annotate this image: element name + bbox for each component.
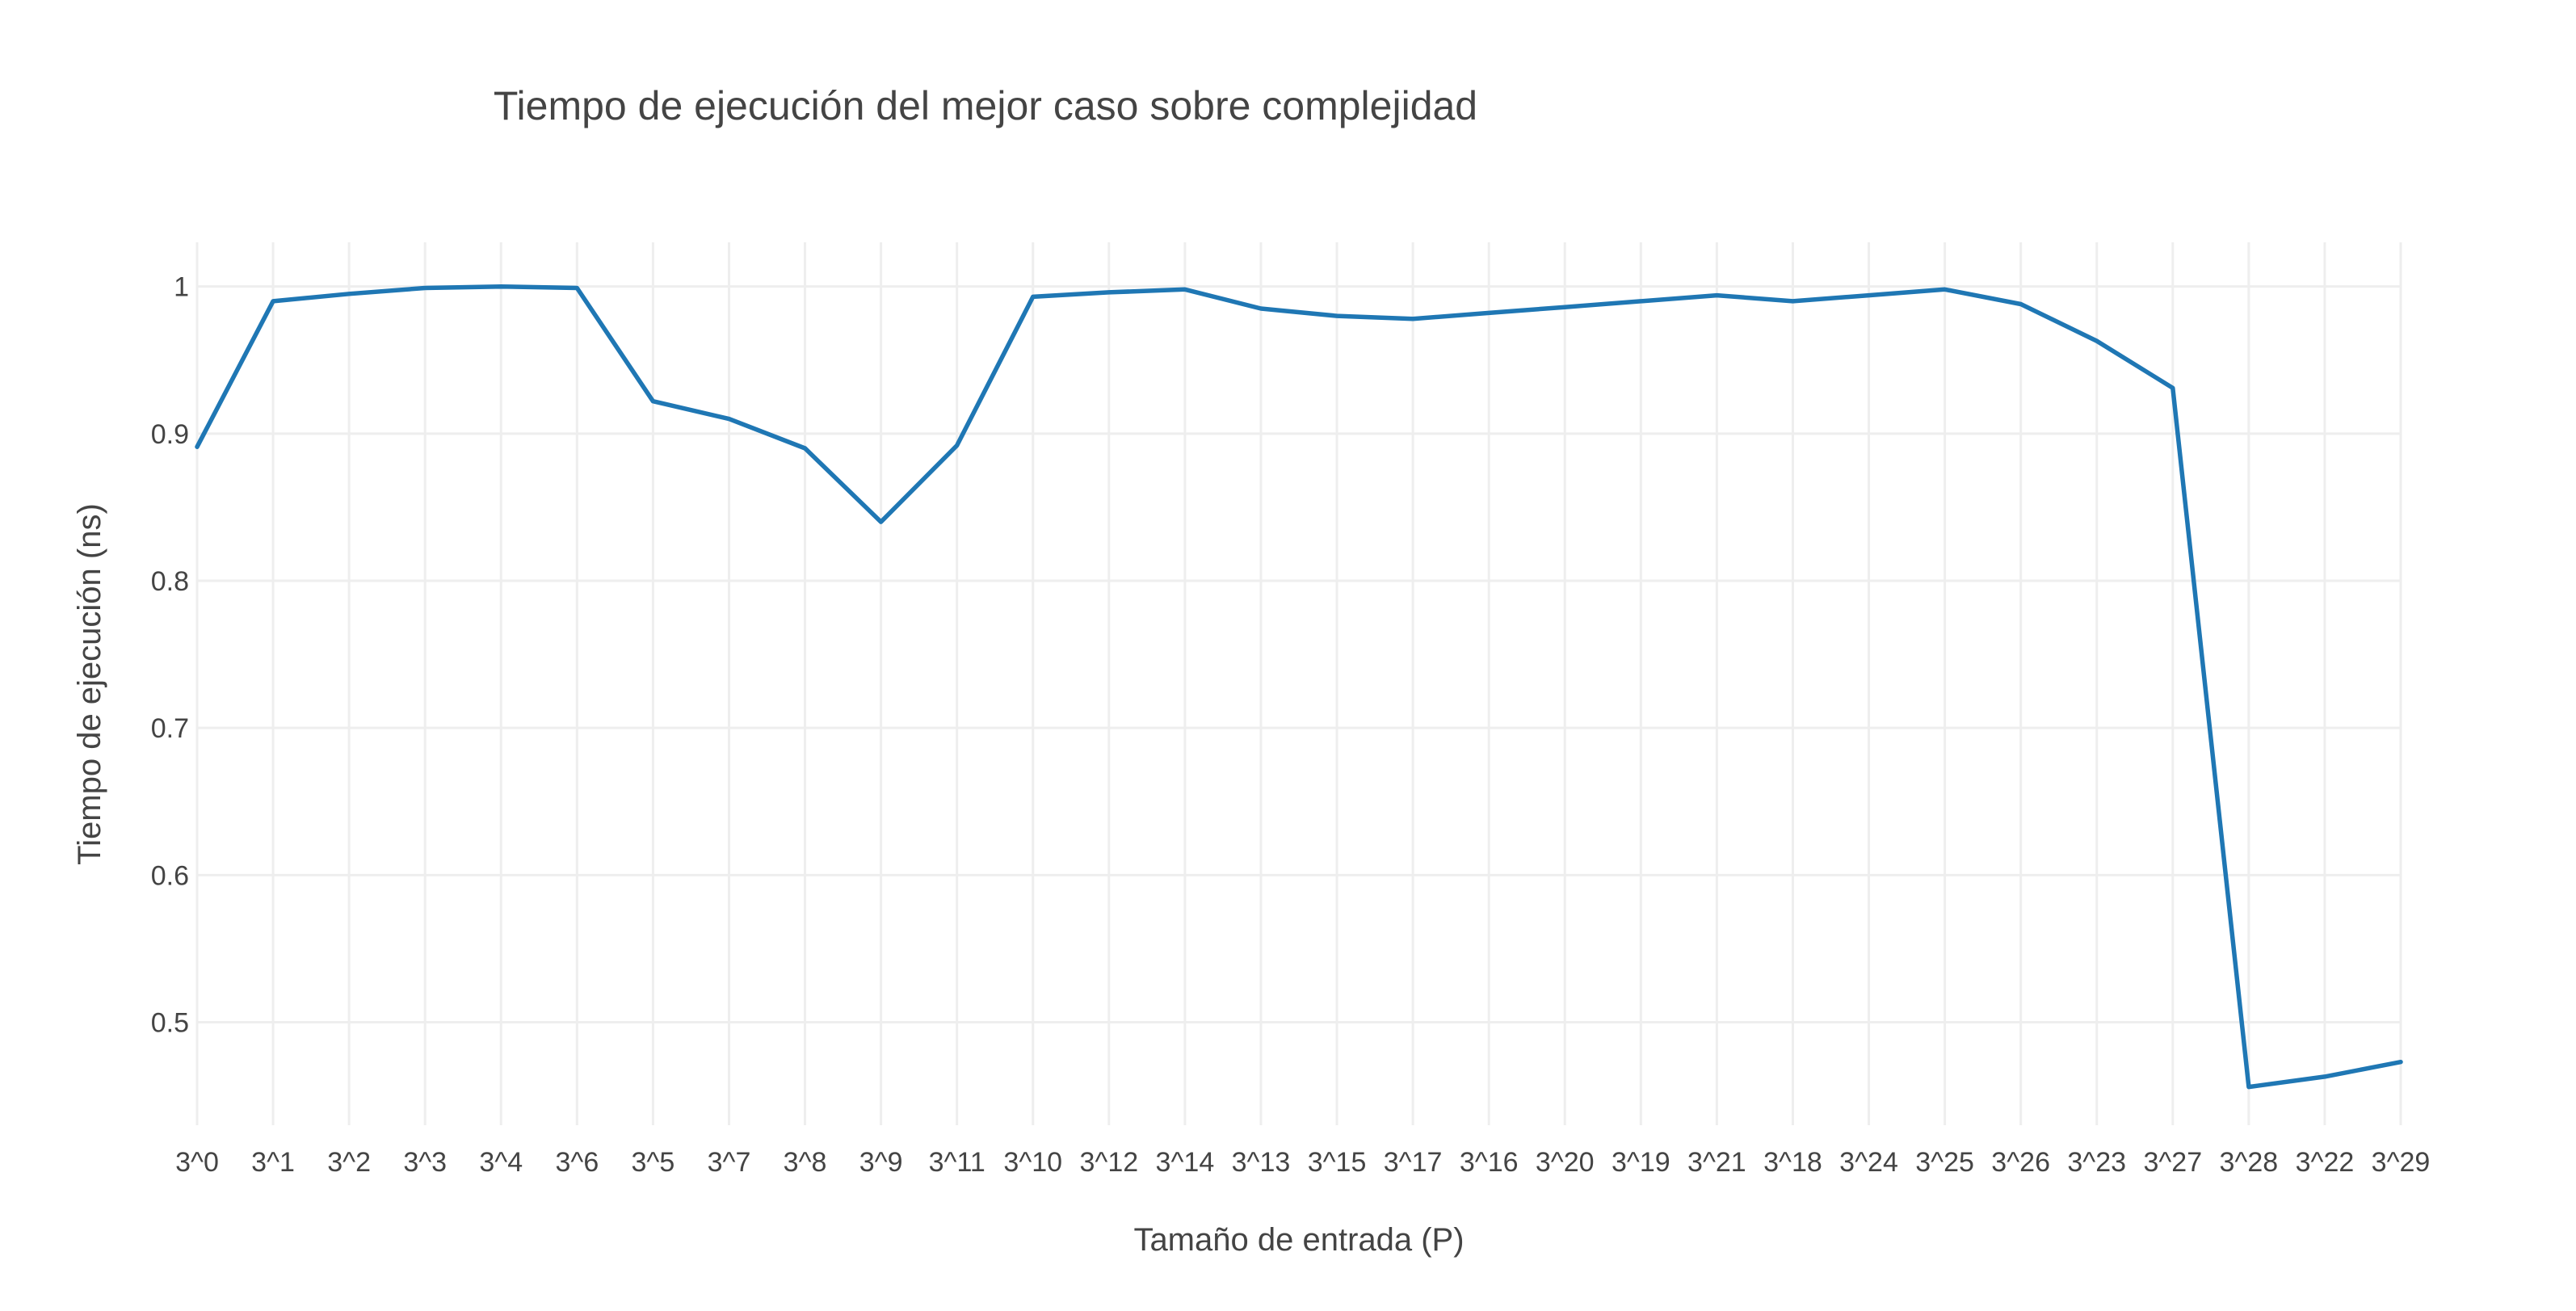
data-point	[1258, 305, 1264, 312]
x-tick-label: 3^13	[1232, 1147, 1291, 1178]
data-point	[1561, 304, 1568, 310]
data-point	[422, 284, 428, 291]
chart-title: Tiempo de ejecución del mejor caso sobre…	[494, 83, 1477, 128]
data-point	[2322, 1074, 2328, 1080]
x-tick-label: 3^9	[859, 1147, 903, 1178]
x-tick-label: 3^16	[1460, 1147, 1519, 1178]
x-tick-label: 3^24	[1839, 1147, 1898, 1178]
x-tick-label: 3^26	[1991, 1147, 2050, 1178]
x-tick-label: 3^17	[1384, 1147, 1443, 1178]
data-point	[1942, 286, 1948, 292]
x-tick-label: 3^12	[1079, 1147, 1138, 1178]
y-axis-ticks: 0.5 0.6 0.7 0.8 0.9 1	[151, 272, 189, 1039]
y-tick-label: 0.6	[151, 860, 189, 891]
y-axis-title: Tiempo de ejecución (ns)	[72, 503, 107, 865]
data-point	[1789, 298, 1796, 305]
data-point	[802, 445, 809, 452]
x-tick-label: 3^29	[2372, 1147, 2431, 1178]
data-point	[2018, 301, 2024, 308]
x-axis-ticks: 3^0 3^1 3^2 3^3 3^4 3^6 3^5 3^7 3^8 3^9 3^11 3^10 3^…	[175, 1147, 2430, 1178]
y-tick-label: 0.9	[151, 419, 189, 450]
x-tick-label: 3^18	[1763, 1147, 1822, 1178]
x-tick-label: 3^7	[708, 1147, 751, 1178]
y-tick-label: 1	[174, 272, 189, 303]
x-tick-label: 3^0	[175, 1147, 219, 1178]
data-point	[1637, 298, 1644, 305]
data-point	[954, 442, 960, 448]
x-tick-label: 3^19	[1612, 1147, 1670, 1178]
data-point	[346, 291, 352, 297]
x-tick-label: 3^22	[2296, 1147, 2355, 1178]
data-point	[2397, 1059, 2404, 1065]
x-tick-label: 3^28	[2220, 1147, 2279, 1178]
y-tick-label: 0.5	[151, 1007, 189, 1038]
x-tick-label: 3^27	[2143, 1147, 2202, 1178]
x-axis-title: Tamaño de entrada (P)	[1133, 1222, 1464, 1258]
data-point	[2170, 384, 2176, 391]
data-point	[2094, 338, 2100, 344]
data-point	[649, 398, 656, 405]
y-tick-label: 0.7	[151, 713, 189, 744]
grid-lines	[195, 242, 2402, 1125]
data-point	[1030, 293, 1036, 300]
x-tick-label: 3^2	[327, 1147, 371, 1178]
x-tick-label: 3^25	[1915, 1147, 1974, 1178]
x-tick-label: 3^5	[632, 1147, 675, 1178]
x-tick-label: 3^8	[784, 1147, 827, 1178]
data-point	[1486, 309, 1492, 316]
x-tick-label: 3^15	[1308, 1147, 1367, 1178]
x-tick-label: 3^14	[1156, 1147, 1215, 1178]
x-tick-label: 3^20	[1536, 1147, 1595, 1178]
data-point	[1713, 292, 1720, 299]
x-tick-label: 3^23	[2067, 1147, 2126, 1178]
data-point	[194, 443, 200, 450]
x-tick-label: 3^11	[929, 1147, 985, 1178]
data-points	[194, 284, 2404, 1090]
data-point	[725, 416, 732, 422]
data-point	[1410, 316, 1416, 322]
x-tick-label: 3^1	[251, 1147, 295, 1178]
data-point	[2246, 1084, 2252, 1090]
y-tick-label: 0.8	[151, 566, 189, 597]
data-point	[1106, 289, 1112, 296]
data-point	[270, 298, 276, 305]
data-point	[1334, 313, 1340, 319]
x-tick-label: 3^4	[479, 1147, 523, 1178]
data-point	[574, 284, 580, 291]
x-tick-label: 3^10	[1003, 1147, 1062, 1178]
data-point	[1866, 292, 1872, 299]
data-point	[878, 519, 885, 525]
x-tick-label: 3^6	[555, 1147, 599, 1178]
data-point	[1182, 286, 1188, 292]
series-line	[195, 284, 2403, 1090]
data-point	[498, 284, 504, 290]
x-tick-label: 3^3	[403, 1147, 447, 1178]
x-tick-label: 3^21	[1687, 1147, 1746, 1178]
